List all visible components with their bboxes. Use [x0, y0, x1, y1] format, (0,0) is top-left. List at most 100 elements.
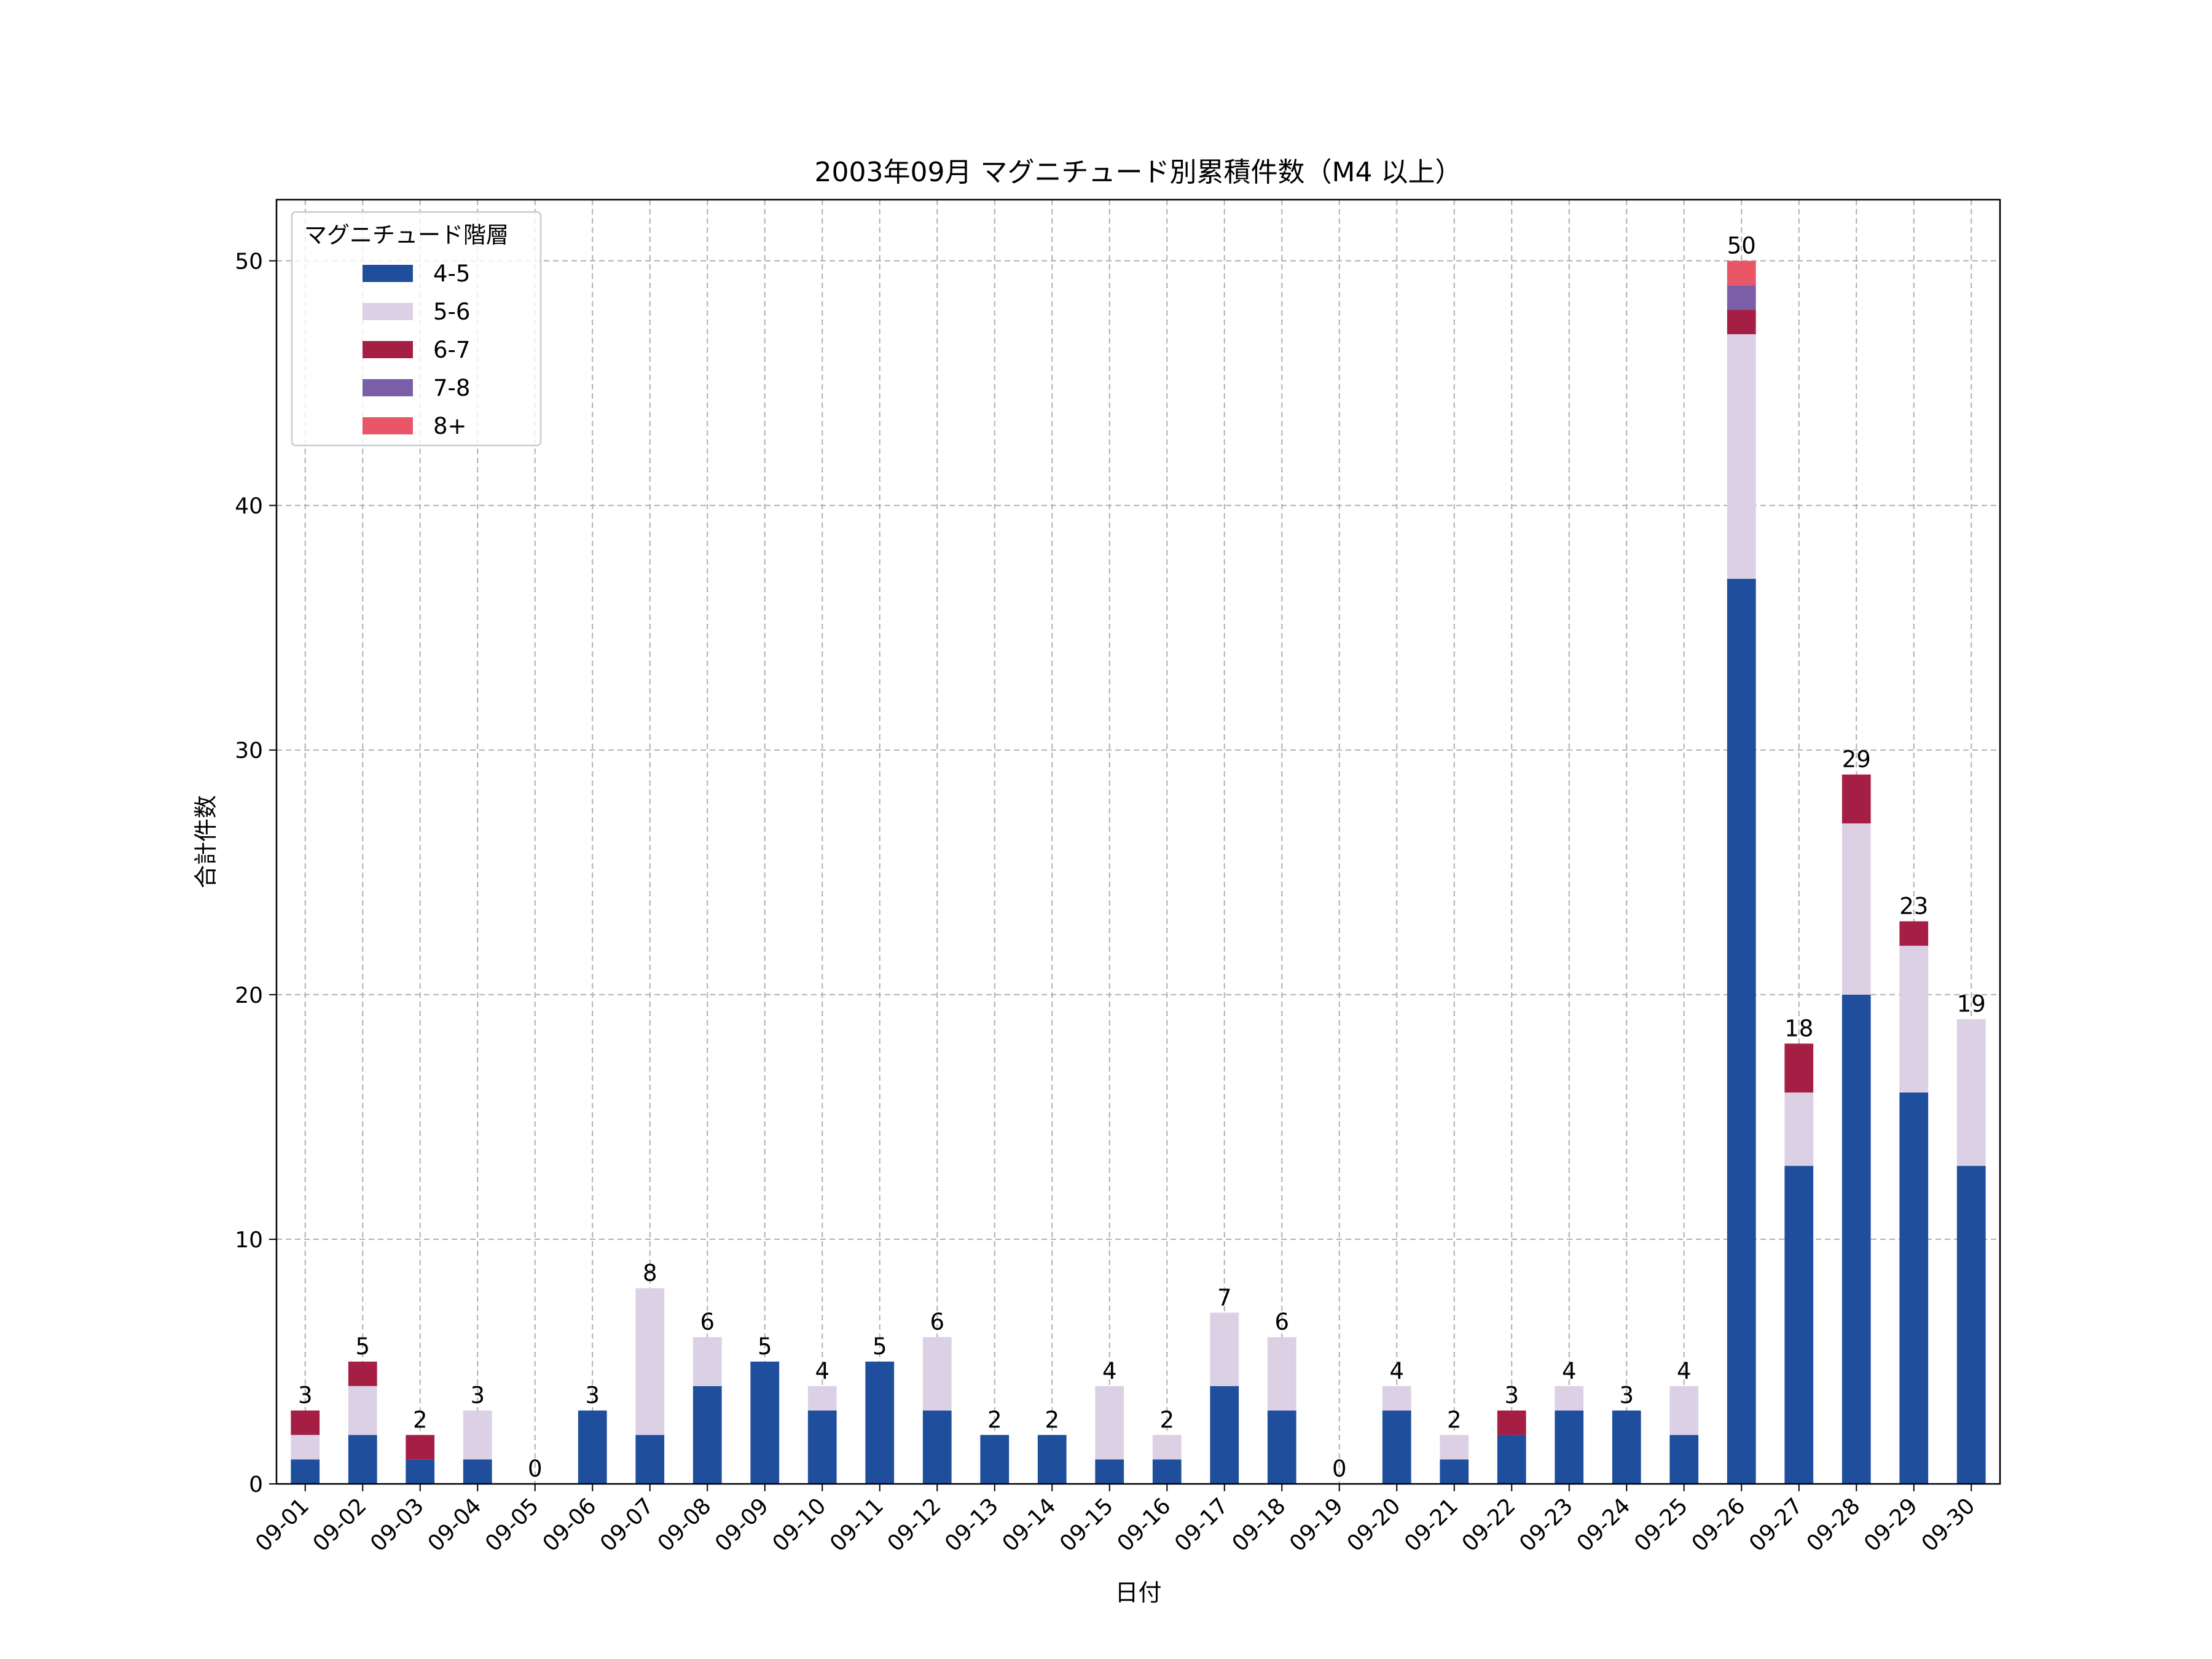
y-tick-label: 40 — [235, 494, 263, 519]
bar-total-label: 4 — [1102, 1358, 1117, 1384]
legend-swatch-4-5 — [363, 265, 413, 282]
bar-segment-4-5 — [406, 1459, 435, 1484]
bar-segment-6-7 — [291, 1410, 320, 1435]
bar-segment-5-6 — [1956, 1019, 1986, 1166]
bar-segment-7-8 — [1727, 285, 1756, 310]
bar-total-label: 2 — [413, 1406, 428, 1433]
legend-swatch-7-8 — [363, 379, 413, 396]
y-tick-label: 50 — [235, 249, 263, 275]
legend: マグニチュード階層 4-5 5-6 6-7 7-8 8+ — [291, 211, 542, 447]
bar-segment-6-7 — [1497, 1410, 1526, 1435]
bar-total-label: 19 — [1957, 991, 1986, 1018]
bar-segment-4-5 — [980, 1435, 1010, 1484]
bar-total-label: 0 — [1332, 1456, 1347, 1482]
bar-total-label: 3 — [1504, 1382, 1519, 1409]
bar-segment-4-5 — [750, 1361, 780, 1484]
bar-segment-4-5 — [1440, 1459, 1469, 1484]
bar-segment-4-5 — [1497, 1435, 1526, 1484]
bar-segment-4-5 — [291, 1459, 320, 1484]
bar-segment-4-5 — [922, 1410, 952, 1484]
bar-segment-5-6 — [1210, 1312, 1239, 1386]
bar-total-label: 3 — [298, 1382, 313, 1409]
y-tick-label: 20 — [235, 983, 263, 1008]
legend-label-8+: 8+ — [433, 413, 467, 439]
bar-total-label: 50 — [1727, 233, 1756, 259]
bar-total-label: 5 — [758, 1333, 772, 1360]
legend-label-6-7: 6-7 — [433, 337, 470, 363]
bar-total-label: 2 — [1159, 1406, 1174, 1433]
bar-segment-5-6 — [348, 1386, 377, 1435]
bar-segment-4-5 — [1612, 1410, 1641, 1484]
chart-title: 2003年09月 マグニチュード別累積件数（M4 以上） — [815, 157, 1462, 188]
bar-segment-6-7 — [1727, 310, 1756, 334]
bar-segment-4-5 — [807, 1410, 837, 1484]
bar-segment-5-6 — [635, 1288, 665, 1435]
bar-segment-4-5 — [1899, 1092, 1929, 1484]
bar-segment-4-5 — [1669, 1435, 1699, 1484]
y-tick-label: 0 — [249, 1472, 263, 1497]
bar-segment-5-6 — [1095, 1386, 1124, 1460]
bar-segment-4-5 — [463, 1459, 492, 1484]
bar-total-label: 0 — [528, 1456, 543, 1482]
bar-total-label: 23 — [1899, 893, 1928, 919]
bar-segment-4-5 — [865, 1361, 895, 1484]
bar-segment-5-6 — [1152, 1435, 1182, 1460]
bar-segment-5-6 — [1440, 1435, 1469, 1460]
bar-segment-5-6 — [1899, 946, 1929, 1093]
bar-segment-4-5 — [1555, 1410, 1584, 1484]
x-axis-label: 日付 — [1115, 1579, 1161, 1606]
bar-total-label: 4 — [1562, 1358, 1577, 1384]
legend-title: マグニチュード階層 — [304, 222, 509, 248]
bar-segment-4-5 — [1956, 1166, 1986, 1484]
bar-segment-6-7 — [406, 1435, 435, 1460]
bar-total-label: 2 — [987, 1406, 1002, 1433]
bar-total-label: 18 — [1784, 1015, 1813, 1041]
bar-segment-4-5 — [1727, 579, 1756, 1484]
legend-items: 4-5 5-6 6-7 7-8 8+ — [363, 261, 470, 439]
y-tick-label: 30 — [235, 739, 263, 764]
bar-segment-4-5 — [1152, 1459, 1182, 1484]
legend-swatch-5-6 — [363, 303, 413, 320]
bar-segment-5-6 — [291, 1435, 320, 1460]
bar-segment-6-7 — [1899, 921, 1929, 946]
bar-segment-4-5 — [348, 1435, 377, 1484]
bar-segment-5-6 — [1784, 1092, 1814, 1166]
bar-total-label: 3 — [1619, 1382, 1634, 1409]
bar-total-label: 6 — [930, 1309, 944, 1335]
bar-segment-4-5 — [1841, 994, 1871, 1484]
y-tick-label: 10 — [235, 1228, 263, 1253]
plot-area-frame — [275, 198, 2001, 1485]
bar-total-label: 8 — [643, 1260, 657, 1287]
bar-total-label: 6 — [700, 1309, 715, 1335]
bar-total-label: 3 — [585, 1382, 600, 1409]
legend-label-5-6: 5-6 — [433, 299, 470, 325]
bar-segment-4-5 — [635, 1435, 665, 1484]
bar-segment-6-7 — [348, 1361, 377, 1386]
bar-total-label: 2 — [1045, 1406, 1059, 1433]
bar-segment-4-5 — [1784, 1166, 1814, 1484]
bar-segment-5-6 — [1555, 1386, 1584, 1411]
bar-total-label: 3 — [470, 1382, 485, 1409]
bar-segment-4-5 — [578, 1410, 607, 1484]
legend-label-4-5: 4-5 — [433, 261, 470, 287]
bar-total-label: 2 — [1447, 1406, 1462, 1433]
bar-segment-5-6 — [922, 1337, 952, 1411]
bar-segment-6-7 — [1784, 1043, 1814, 1093]
y-axis-label: 合計件数 — [192, 795, 219, 888]
bar-segment-4-5 — [1210, 1386, 1239, 1484]
bar-segment-5-6 — [463, 1410, 492, 1460]
bar-total-label: 4 — [1389, 1358, 1404, 1384]
legend-swatch-6-7 — [363, 341, 413, 358]
bar-segment-6-7 — [1841, 774, 1871, 824]
bar-segment-8+ — [1727, 261, 1756, 286]
bar-segment-4-5 — [692, 1386, 722, 1484]
legend-box — [291, 211, 542, 447]
legend-swatch-8+ — [363, 417, 413, 434]
legend-label-7-8: 7-8 — [433, 375, 470, 401]
bar-segment-4-5 — [1267, 1410, 1296, 1484]
bar-total-label: 5 — [873, 1333, 887, 1360]
bar-segment-5-6 — [1841, 823, 1871, 995]
grid — [276, 200, 2000, 1484]
